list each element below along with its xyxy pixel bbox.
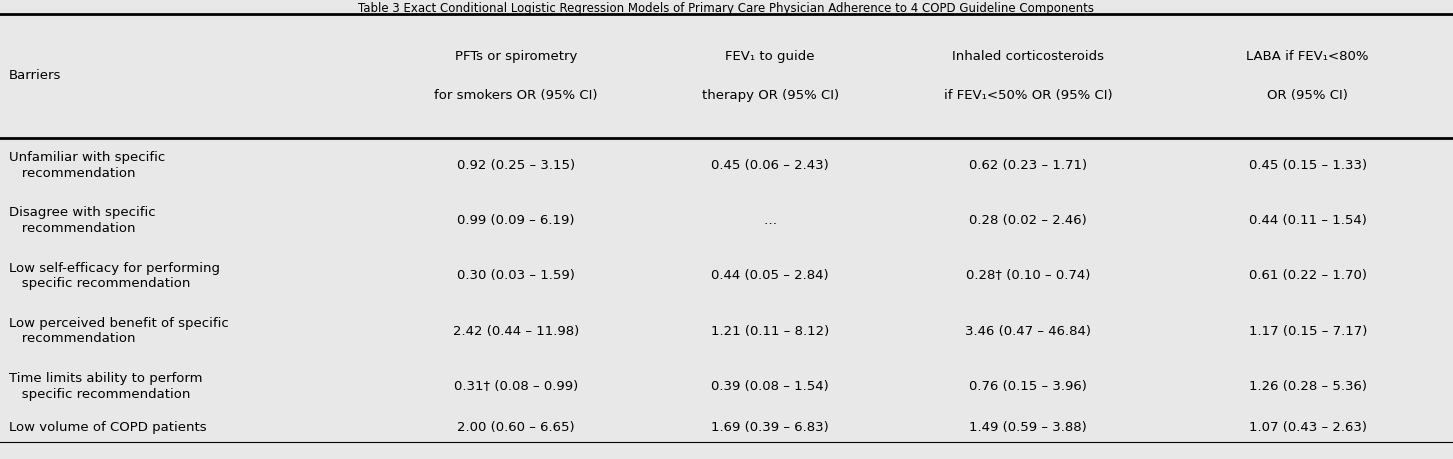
Text: 2.42 (0.44 – 11.98): 2.42 (0.44 – 11.98) <box>453 325 578 337</box>
Text: recommendation: recommendation <box>9 332 135 345</box>
Text: 1.49 (0.59 – 3.88): 1.49 (0.59 – 3.88) <box>969 421 1087 434</box>
Text: 1.21 (0.11 – 8.12): 1.21 (0.11 – 8.12) <box>711 325 830 337</box>
Text: 0.62 (0.23 – 1.71): 0.62 (0.23 – 1.71) <box>969 159 1087 172</box>
Text: recommendation: recommendation <box>9 222 135 235</box>
Text: 0.45 (0.06 – 2.43): 0.45 (0.06 – 2.43) <box>711 159 830 172</box>
Text: 0.45 (0.15 – 1.33): 0.45 (0.15 – 1.33) <box>1248 159 1367 172</box>
Text: Table 3 Exact Conditional Logistic Regression Models of Primary Care Physician A: Table 3 Exact Conditional Logistic Regre… <box>359 2 1094 15</box>
Text: 0.31† (0.08 – 0.99): 0.31† (0.08 – 0.99) <box>453 380 578 393</box>
Text: Time limits ability to perform: Time limits ability to perform <box>9 372 202 385</box>
Text: 0.30 (0.03 – 1.59): 0.30 (0.03 – 1.59) <box>456 269 575 282</box>
Text: 1.07 (0.43 – 2.63): 1.07 (0.43 – 2.63) <box>1248 421 1367 434</box>
Text: Unfamiliar with specific: Unfamiliar with specific <box>9 151 166 164</box>
Text: Low perceived benefit of specific: Low perceived benefit of specific <box>9 317 228 330</box>
Text: FEV₁ to guide: FEV₁ to guide <box>725 50 815 63</box>
Text: recommendation: recommendation <box>9 167 135 179</box>
Text: PFTs or spirometry: PFTs or spirometry <box>455 50 577 63</box>
Text: Inhaled corticosteroids: Inhaled corticosteroids <box>952 50 1104 63</box>
Text: 0.92 (0.25 – 3.15): 0.92 (0.25 – 3.15) <box>456 159 575 172</box>
Text: LABA if FEV₁<80%: LABA if FEV₁<80% <box>1247 50 1369 63</box>
Text: 0.99 (0.09 – 6.19): 0.99 (0.09 – 6.19) <box>458 214 574 227</box>
Text: Disagree with specific: Disagree with specific <box>9 207 155 219</box>
Text: 1.17 (0.15 – 7.17): 1.17 (0.15 – 7.17) <box>1248 325 1367 337</box>
Text: therapy OR (95% CI): therapy OR (95% CI) <box>702 89 838 101</box>
Text: if FEV₁<50% OR (95% CI): if FEV₁<50% OR (95% CI) <box>943 89 1113 101</box>
Text: 0.28 (0.02 – 2.46): 0.28 (0.02 – 2.46) <box>969 214 1087 227</box>
Text: 1.26 (0.28 – 5.36): 1.26 (0.28 – 5.36) <box>1248 380 1367 393</box>
Text: 1.69 (0.39 – 6.83): 1.69 (0.39 – 6.83) <box>711 421 830 434</box>
Text: OR (95% CI): OR (95% CI) <box>1267 89 1348 101</box>
Text: Barriers: Barriers <box>9 69 61 82</box>
Text: for smokers OR (95% CI): for smokers OR (95% CI) <box>434 89 597 101</box>
Text: 2.00 (0.60 – 6.65): 2.00 (0.60 – 6.65) <box>458 421 574 434</box>
Text: Low self-efficacy for performing: Low self-efficacy for performing <box>9 262 219 274</box>
Text: 0.28† (0.10 – 0.74): 0.28† (0.10 – 0.74) <box>966 269 1090 282</box>
Text: 0.76 (0.15 – 3.96): 0.76 (0.15 – 3.96) <box>969 380 1087 393</box>
Text: 3.46 (0.47 – 46.84): 3.46 (0.47 – 46.84) <box>965 325 1091 337</box>
Text: 0.61 (0.22 – 1.70): 0.61 (0.22 – 1.70) <box>1248 269 1367 282</box>
Text: specific recommendation: specific recommendation <box>9 277 190 290</box>
Text: Low volume of COPD patients: Low volume of COPD patients <box>9 421 206 434</box>
Text: 0.44 (0.11 – 1.54): 0.44 (0.11 – 1.54) <box>1248 214 1367 227</box>
Text: 0.39 (0.08 – 1.54): 0.39 (0.08 – 1.54) <box>711 380 830 393</box>
Text: …: … <box>763 214 777 227</box>
Text: 0.44 (0.05 – 2.84): 0.44 (0.05 – 2.84) <box>712 269 828 282</box>
Text: specific recommendation: specific recommendation <box>9 387 190 401</box>
